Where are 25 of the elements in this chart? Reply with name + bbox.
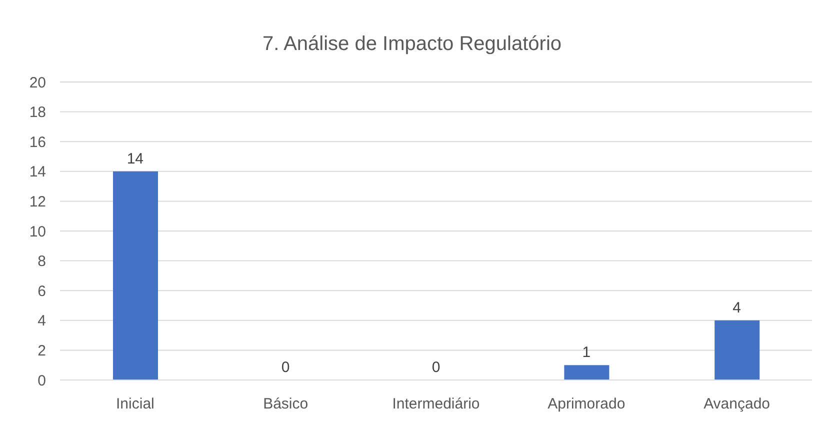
x-tick-label: Básico (263, 396, 308, 413)
y-tick-label: 12 (29, 194, 46, 211)
data-label: 0 (432, 359, 440, 376)
y-tick-label: 20 (29, 74, 46, 92)
data-label: 14 (126, 150, 144, 168)
bar (564, 365, 610, 380)
y-tick-label: 4 (38, 312, 46, 330)
bar (113, 171, 158, 380)
bar (714, 320, 760, 380)
x-tick-label: Aprimorado (548, 396, 626, 413)
x-tick-label: Intermediário (392, 396, 480, 413)
y-tick-label: 6 (38, 282, 46, 300)
data-label: 1 (582, 344, 591, 362)
y-tick-label: 0 (38, 372, 46, 390)
x-tick-label: Avançado (704, 396, 770, 413)
y-tick-label: 2 (38, 342, 46, 360)
data-label: 0 (281, 359, 290, 376)
data-label: 4 (732, 299, 741, 316)
y-tick-label: 14 (29, 164, 46, 181)
y-tick-label: 18 (29, 104, 46, 122)
y-tick-label: 10 (29, 223, 46, 240)
y-tick-label: 16 (29, 134, 46, 151)
x-tick-label: Inicial (116, 396, 154, 413)
y-tick-label: 8 (38, 253, 46, 270)
chart-title: 7. Análise de Impacto Regulatório (261, 33, 563, 56)
